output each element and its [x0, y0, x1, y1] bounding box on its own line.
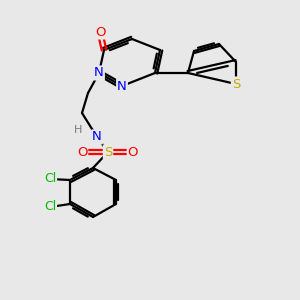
- Text: N: N: [92, 130, 102, 143]
- Text: N: N: [117, 80, 127, 92]
- Text: S: S: [104, 146, 112, 158]
- Text: O: O: [95, 26, 105, 38]
- Text: Cl: Cl: [44, 200, 56, 214]
- Text: O: O: [77, 146, 87, 158]
- Text: H: H: [74, 125, 82, 135]
- Text: N: N: [94, 67, 104, 80]
- Text: Cl: Cl: [44, 172, 56, 185]
- Text: O: O: [128, 146, 138, 158]
- Text: S: S: [232, 77, 240, 91]
